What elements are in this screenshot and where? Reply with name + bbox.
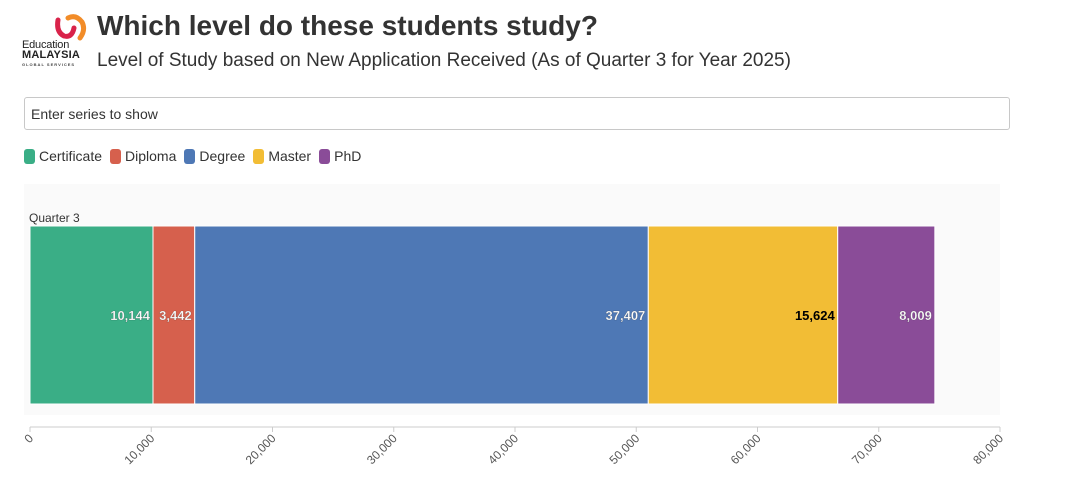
- x-tick-label: 80,000: [970, 431, 1006, 467]
- legend-label: Certificate: [39, 148, 103, 164]
- data-label-master: 15,624: [795, 308, 836, 323]
- data-label-diploma: 3,442: [159, 308, 192, 323]
- legend-swatch: [184, 148, 196, 164]
- data-label-phd: 8,009: [899, 308, 932, 323]
- legend-item-diploma[interactable]: Diploma: [110, 148, 176, 164]
- category-label: Quarter 3: [29, 211, 80, 225]
- bar-phd[interactable]: [837, 225, 936, 405]
- logo-text-global-services: GLOBAL SERVICES: [22, 62, 76, 67]
- x-tick-label: 40,000: [485, 431, 521, 467]
- bar-master[interactable]: [647, 225, 839, 405]
- x-tick-label: 30,000: [364, 431, 400, 467]
- x-tick-label: 60,000: [728, 431, 764, 467]
- bar-degree[interactable]: [194, 225, 649, 405]
- legend-item-phd[interactable]: PhD: [319, 148, 361, 164]
- chart-subtitle: Level of Study based on New Application …: [97, 50, 791, 71]
- logo-mark-icon: [55, 14, 87, 41]
- x-tick-label: 0: [21, 431, 36, 446]
- bar-diploma[interactable]: [152, 225, 196, 405]
- legend-label: PhD: [334, 148, 362, 164]
- x-tick-label: 70,000: [849, 431, 885, 467]
- logo-text-malaysia: MALAYSIA: [22, 49, 81, 61]
- data-label-degree: 37,407: [606, 308, 646, 323]
- legend-item-degree[interactable]: Degree: [184, 148, 245, 164]
- data-label-certificate: 10,144: [110, 308, 151, 323]
- legend-label: Diploma: [125, 148, 177, 164]
- legend-swatch: [319, 148, 331, 164]
- legend-swatch: [110, 148, 122, 164]
- legend-swatch: [24, 148, 35, 164]
- x-tick-label: 50,000: [607, 431, 643, 467]
- legend-swatch: [253, 148, 265, 164]
- series-search-input[interactable]: [24, 97, 1010, 130]
- chart-legend: Certificate Diploma Degree Master PhD: [24, 148, 361, 164]
- education-malaysia-logo: Education MALAYSIA GLOBAL SERVICES: [22, 14, 92, 67]
- legend-label: Degree: [199, 148, 246, 164]
- chart-title: Which level do these students study?: [97, 10, 598, 41]
- bar-certificate[interactable]: [29, 225, 154, 405]
- legend-item-master[interactable]: Master: [253, 148, 311, 164]
- x-tick-label: 10,000: [122, 431, 158, 467]
- legend-item-certificate[interactable]: Certificate: [24, 148, 102, 164]
- x-tick-label: 20,000: [243, 431, 279, 467]
- logo-text-education: Education: [22, 39, 70, 51]
- legend-label: Master: [268, 148, 312, 164]
